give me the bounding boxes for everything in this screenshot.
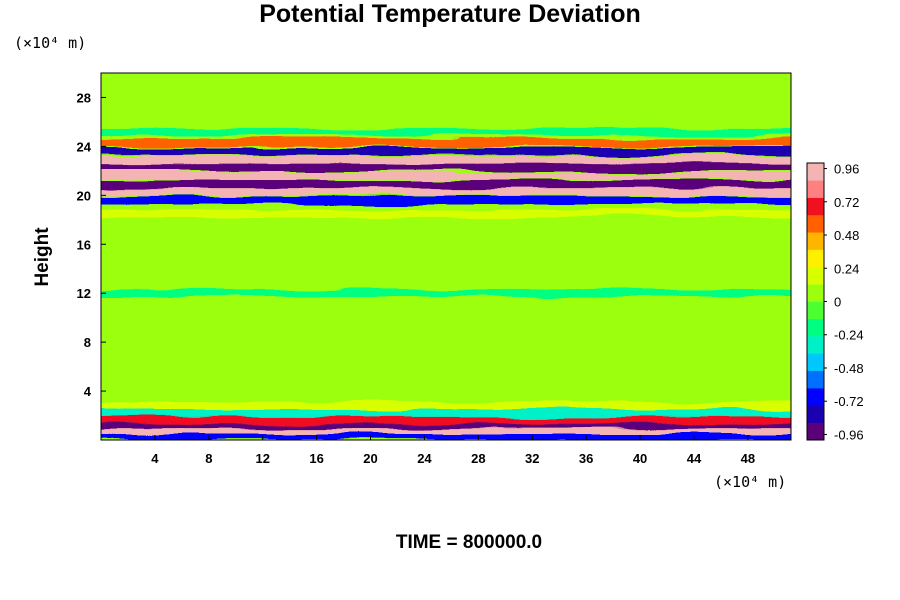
y-tick-label: 24 — [77, 139, 92, 154]
y-axis-ticks: 4 8 12 16 20 24 28 — [77, 90, 106, 399]
colorbar-label: 0 — [834, 295, 841, 310]
field-band — [101, 171, 791, 180]
colorbar-swatch — [807, 336, 824, 354]
x-tick-label: 36 — [579, 451, 593, 466]
colorbar: 0.96 0.72 0.48 0.24 0 -0.24 -0.48 -0.72 -0.96 — [806, 162, 864, 442]
field-background — [101, 73, 791, 440]
x-axis-ticks: 4 8 12 16 20 24 28 32 36 40 44 48 — [151, 435, 755, 466]
field-band — [101, 196, 791, 205]
colorbar-label: 0.96 — [834, 162, 859, 177]
y-axis-unit: (×10⁴ m) — [14, 34, 87, 52]
x-tick-label: 24 — [417, 451, 432, 466]
x-tick-label: 8 — [205, 451, 212, 466]
field-band — [101, 138, 791, 147]
colorbar-swatch — [807, 249, 824, 268]
colorbar-label: 0.24 — [834, 261, 859, 276]
field-band — [101, 416, 791, 425]
colorbar-label: 0.48 — [834, 228, 859, 243]
field-band — [101, 127, 791, 136]
colorbar-swatch — [807, 405, 824, 423]
colorbar-swatch — [807, 284, 824, 302]
colorbar-swatch — [807, 214, 824, 233]
time-footer: TIME = 800000.0 — [395, 532, 543, 553]
x-tick-label: 40 — [633, 451, 647, 466]
colorbar-swatch — [807, 301, 824, 320]
x-tick-label: 48 — [741, 451, 755, 466]
field-band — [101, 163, 791, 171]
field-band — [101, 409, 791, 417]
field-band — [101, 147, 791, 156]
field-band — [101, 156, 791, 164]
y-tick-label: 8 — [84, 335, 91, 350]
field-band — [101, 289, 791, 297]
colorbar-label: -0.72 — [834, 394, 864, 409]
field-band — [101, 209, 791, 218]
y-tick-label: 28 — [77, 90, 91, 105]
colorbar-swatch — [807, 318, 824, 337]
field-band — [101, 401, 791, 410]
x-tick-label: 44 — [687, 451, 702, 466]
field-band — [101, 187, 791, 196]
x-tick-label: 16 — [309, 451, 323, 466]
colorbar-swatch — [807, 266, 824, 285]
y-tick-label: 12 — [77, 286, 91, 301]
x-tick-label: 28 — [471, 451, 485, 466]
colorbar-label: 0.72 — [834, 195, 859, 210]
colorbar-swatch — [807, 180, 824, 198]
field-band — [101, 421, 791, 430]
y-tick-label: 4 — [84, 384, 92, 399]
x-tick-label: 4 — [151, 451, 159, 466]
colorbar-swatch — [807, 163, 824, 181]
colorbar-swatch — [807, 353, 824, 372]
colorbar-swatch — [807, 232, 824, 250]
colorbar-swatch — [807, 370, 824, 389]
heatmap-field — [101, 73, 791, 440]
plot-frame — [100, 72, 792, 441]
field-band — [101, 432, 791, 440]
colorbar-swatch — [807, 197, 824, 216]
y-tick-label: 16 — [77, 237, 91, 252]
chart-title: Potential Temperature Deviation — [259, 0, 641, 28]
x-tick-label: 20 — [363, 451, 377, 466]
x-tick-label: 12 — [255, 451, 269, 466]
colorbar-label: -0.96 — [834, 427, 864, 442]
x-tick-label: 32 — [525, 451, 539, 466]
field-band — [101, 426, 791, 435]
x-axis-unit: (×10⁴ m) — [714, 473, 787, 491]
colorbar-label: -0.24 — [834, 328, 864, 343]
colorbar-swatch — [807, 422, 824, 441]
y-tick-label: 20 — [77, 188, 91, 203]
colorbar-label: -0.48 — [834, 361, 864, 376]
field-band — [101, 180, 791, 189]
colorbar-swatch — [807, 388, 824, 406]
